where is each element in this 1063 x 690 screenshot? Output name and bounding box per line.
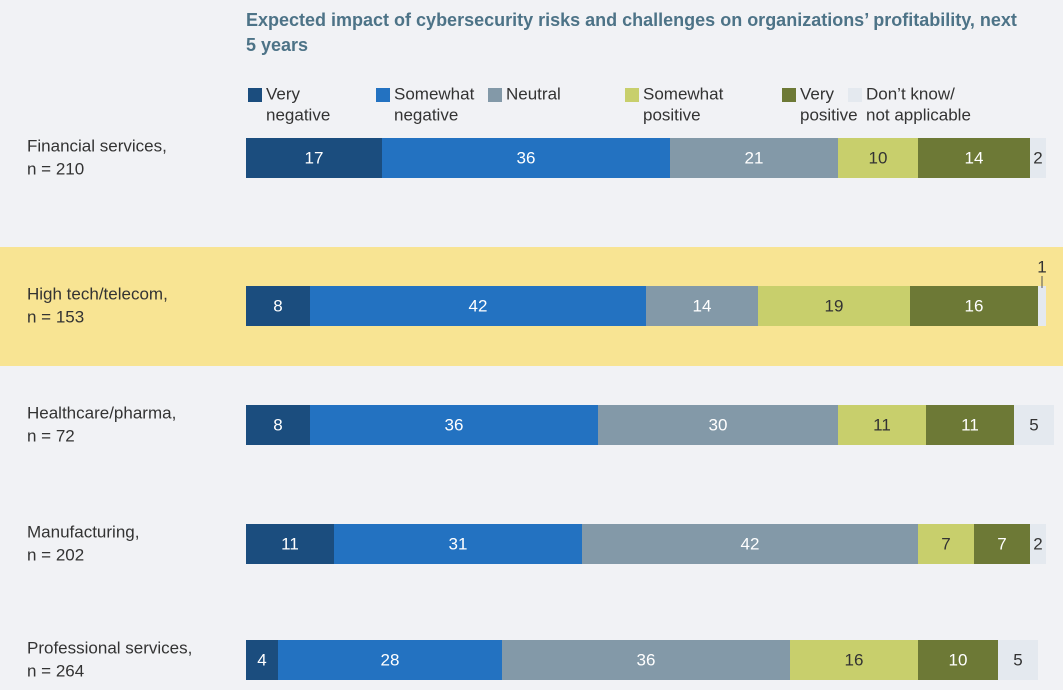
- bar-segment: [670, 138, 838, 178]
- value-label: 7: [997, 534, 1006, 553]
- bar-segment: [246, 640, 278, 680]
- value-label: 42: [469, 296, 488, 315]
- value-label: 31: [449, 534, 468, 553]
- legend-label: Somewhat: [643, 84, 724, 103]
- category-label: Healthcare/pharma,: [27, 403, 176, 422]
- bar-segment: [582, 524, 918, 564]
- value-label: 17: [305, 148, 324, 167]
- value-label: 8: [273, 296, 282, 315]
- bar-segment: [334, 524, 582, 564]
- bar-segment: [838, 138, 918, 178]
- legend-label: Neutral: [506, 84, 561, 103]
- category-label: Professional services,: [27, 638, 192, 657]
- category-label: n = 202: [27, 545, 84, 564]
- value-label: 36: [445, 415, 464, 434]
- value-label: 36: [517, 148, 536, 167]
- category-label: Financial services,: [27, 136, 167, 155]
- bar-segment: [278, 640, 502, 680]
- bar-segment: [790, 640, 918, 680]
- bar-segment: [758, 286, 910, 326]
- bar-segment: [246, 524, 334, 564]
- bar-segment: [926, 405, 1014, 445]
- value-label: 42: [741, 534, 760, 553]
- value-label: 21: [745, 148, 764, 167]
- value-label: 11: [281, 534, 299, 553]
- bar-segment: [998, 640, 1038, 680]
- value-label: 36: [637, 650, 656, 669]
- value-label: 11: [961, 415, 979, 434]
- category-label: n = 153: [27, 307, 84, 326]
- value-label: 2: [1033, 148, 1042, 167]
- bar-segment: [310, 286, 646, 326]
- value-label: 19: [825, 296, 844, 315]
- chart-title: Expected impact of cybersecurity risks a…: [246, 10, 1017, 55]
- legend-label: not applicable: [866, 105, 971, 124]
- category-label: n = 72: [27, 426, 75, 445]
- value-label: 7: [941, 534, 950, 553]
- legend-swatch: [782, 88, 796, 102]
- bar-segment: [246, 286, 310, 326]
- bar-segment: [310, 405, 598, 445]
- category-label: Manufacturing,: [27, 522, 139, 541]
- legend-label: positive: [643, 105, 701, 124]
- legend-label: Very: [266, 84, 301, 103]
- value-label: 1: [1037, 257, 1046, 276]
- value-label: 11: [873, 415, 891, 434]
- value-label: 5: [1029, 415, 1038, 434]
- value-label: 16: [965, 296, 984, 315]
- bar-segment: [974, 524, 1030, 564]
- bar-segment: [246, 405, 310, 445]
- value-label: 2: [1033, 534, 1042, 553]
- bar-segment: [1030, 138, 1046, 178]
- legend-swatch: [248, 88, 262, 102]
- legend-label: Don’t know/: [866, 84, 955, 103]
- bar-segment: [918, 524, 974, 564]
- value-label: 4: [257, 650, 266, 669]
- legend-label: Somewhat: [394, 84, 475, 103]
- bar-segment: [246, 138, 382, 178]
- bar-segment: [1030, 524, 1046, 564]
- bar-segment: [502, 640, 790, 680]
- value-label: 30: [709, 415, 728, 434]
- legend-swatch: [488, 88, 502, 102]
- bar-segment: [382, 138, 670, 178]
- value-label: 5: [1013, 650, 1022, 669]
- legend-label: positive: [800, 105, 858, 124]
- value-label: 16: [845, 650, 864, 669]
- bar-segment: [1038, 286, 1046, 326]
- value-label: 10: [869, 148, 888, 167]
- bar-segment: [646, 286, 758, 326]
- category-label: n = 264: [27, 661, 84, 680]
- legend-swatch: [625, 88, 639, 102]
- bar-segment: [598, 405, 838, 445]
- legend-swatch: [376, 88, 390, 102]
- category-label: High tech/telecom,: [27, 284, 168, 303]
- value-label: 8: [273, 415, 282, 434]
- bar-segment: [918, 138, 1030, 178]
- legend-swatch: [848, 88, 862, 102]
- legend-label: negative: [266, 105, 330, 124]
- bar-segment: [1014, 405, 1054, 445]
- bar-segment: [910, 286, 1038, 326]
- category-label: n = 210: [27, 159, 84, 178]
- value-label: 28: [381, 650, 400, 669]
- legend-label: Very: [800, 84, 835, 103]
- value-label: 10: [949, 650, 968, 669]
- value-label: 14: [693, 296, 712, 315]
- bar-segment: [918, 640, 998, 680]
- legend-label: negative: [394, 105, 458, 124]
- bar-segment: [838, 405, 926, 445]
- value-label: 14: [965, 148, 984, 167]
